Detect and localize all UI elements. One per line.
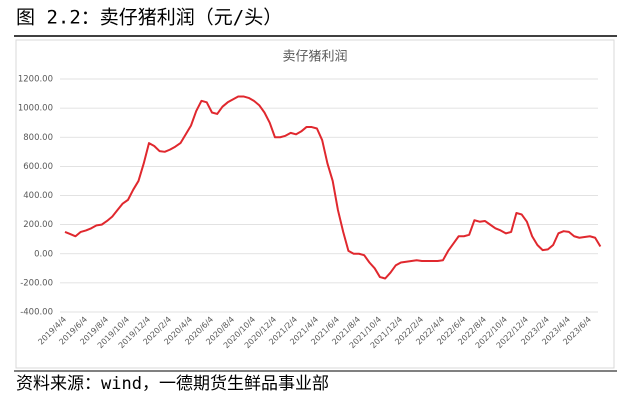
y-tick-label: 600.00 bbox=[23, 162, 53, 172]
y-tick-label: 200.00 bbox=[23, 220, 53, 230]
source-note: 资料来源：wind，一德期货生鲜品事业部 bbox=[16, 374, 329, 394]
y-tick-label: 400.00 bbox=[23, 191, 53, 201]
figure-title: 图 2.2：卖仔猪利润（元/头） bbox=[16, 7, 282, 29]
y-tick-label: 0.00 bbox=[34, 249, 53, 259]
y-tick-label: 1000.00 bbox=[18, 104, 53, 114]
y-tick-label: -200.00 bbox=[20, 278, 53, 288]
data-line bbox=[64, 95, 602, 280]
y-tick-label: 800.00 bbox=[23, 133, 53, 143]
y-tick-label: 1200.00 bbox=[18, 75, 53, 85]
chart-title: 卖仔猪利润 bbox=[282, 50, 347, 65]
chart-frame bbox=[15, 39, 615, 369]
y-tick-label: -400.00 bbox=[20, 308, 53, 318]
